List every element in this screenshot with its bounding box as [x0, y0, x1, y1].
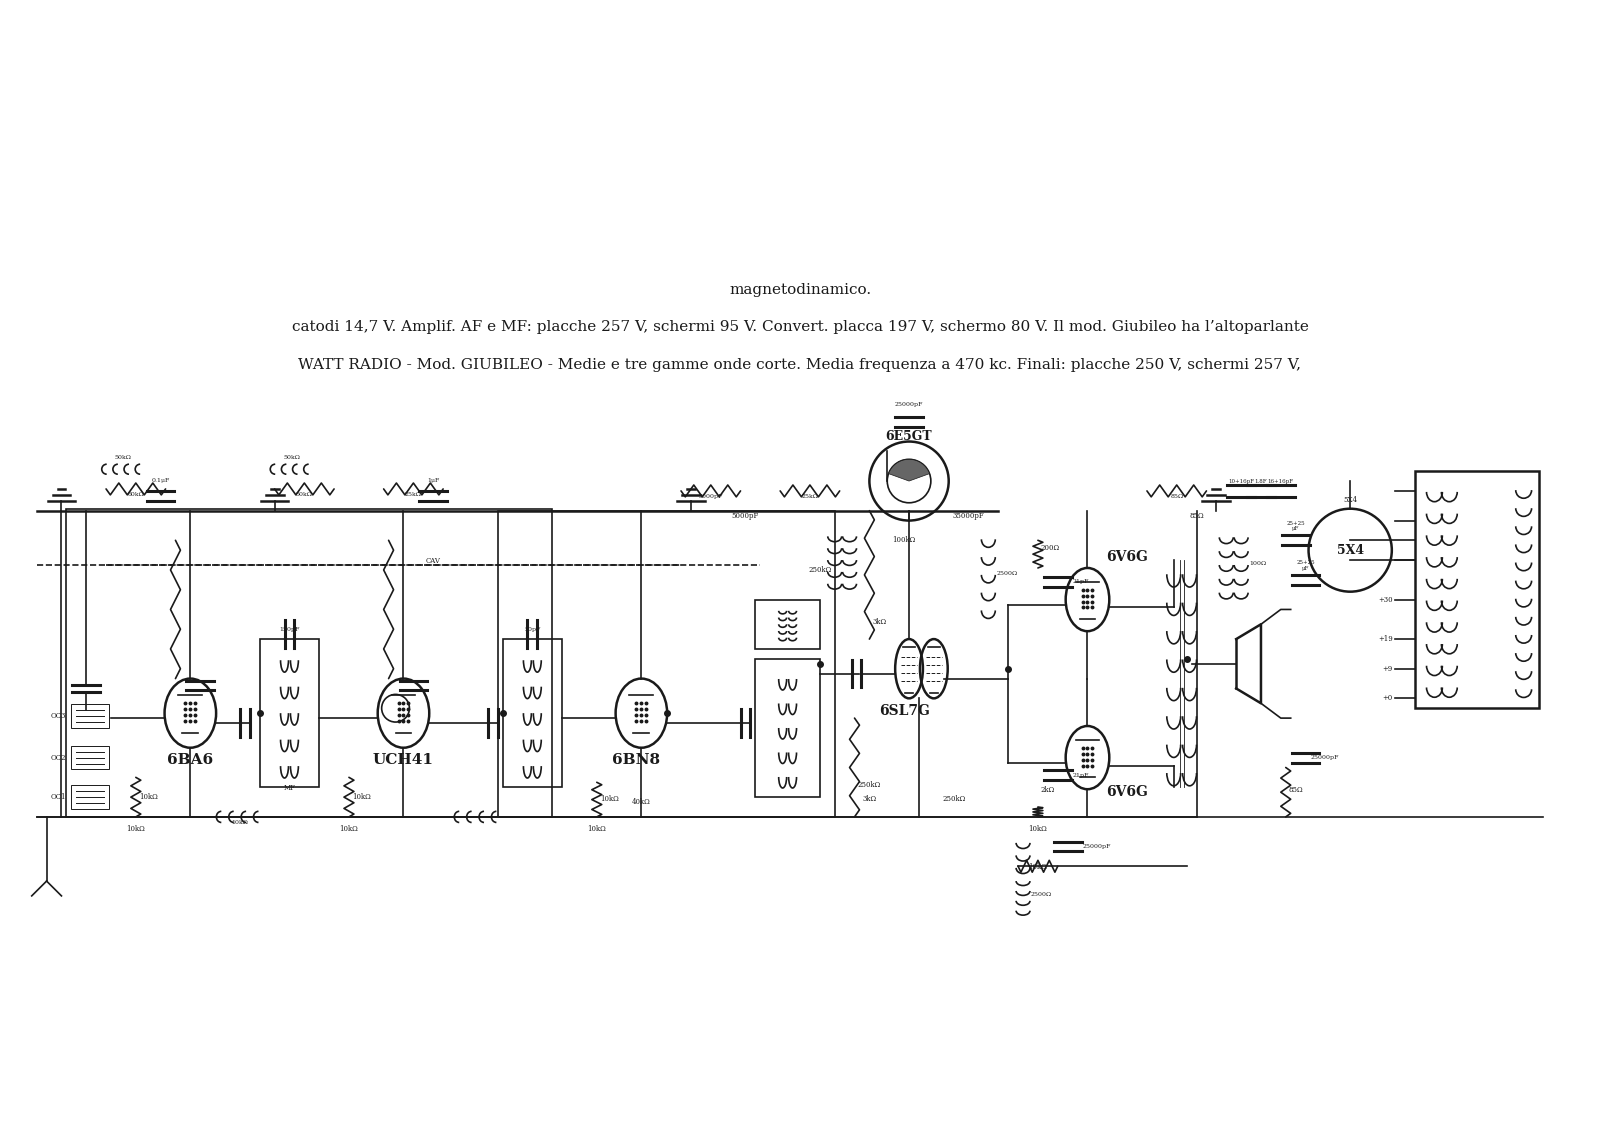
Text: 85Ω: 85Ω [1189, 511, 1203, 519]
Bar [259, 639, 320, 787]
Text: 85Ω: 85Ω [1170, 494, 1184, 499]
Text: +9: +9 [1382, 665, 1394, 673]
Text: 200Ω: 200Ω [1042, 544, 1061, 552]
Text: 10kΩ: 10kΩ [339, 824, 358, 832]
Text: MF: MF [283, 784, 296, 792]
Text: 50kΩ: 50kΩ [115, 456, 131, 460]
Text: 6SL7G: 6SL7G [878, 705, 930, 718]
Text: +19: +19 [1378, 636, 1394, 644]
Text: 21pF: 21pF [1072, 579, 1090, 585]
Text: 10kΩ: 10kΩ [1029, 824, 1048, 832]
Text: 25kΩ: 25kΩ [802, 494, 818, 499]
Bar [67, 509, 552, 817]
Text: 40kΩ: 40kΩ [632, 798, 651, 806]
Text: WATT RADIO - Mod. GIUBILEO - Medie e tre gamme onde corte. Media frequenza a 470: WATT RADIO - Mod. GIUBILEO - Medie e tre… [299, 357, 1301, 372]
Text: 150pF: 150pF [280, 628, 299, 632]
Text: 25+25
μF: 25+25 μF [1286, 520, 1306, 532]
Bar [72, 705, 109, 728]
Wedge shape [888, 459, 930, 481]
Text: 5X4: 5X4 [1336, 544, 1363, 556]
Text: 50kΩ: 50kΩ [296, 492, 312, 497]
Text: 3kΩ: 3kΩ [862, 795, 877, 803]
Text: 1.8F: 1.8F [1254, 480, 1267, 484]
Text: 2500Ω: 2500Ω [1030, 892, 1053, 897]
Text: 5X4: 5X4 [1342, 495, 1357, 504]
Text: 25000pF: 25000pF [894, 402, 923, 407]
Text: 10kΩ: 10kΩ [352, 793, 371, 801]
Text: 10kΩ: 10kΩ [587, 824, 606, 832]
Text: 10kΩ: 10kΩ [139, 793, 157, 801]
Text: 5000pF: 5000pF [731, 511, 758, 519]
Text: 0.1μF: 0.1μF [152, 478, 170, 483]
Bar [755, 659, 819, 797]
Text: 6BA6: 6BA6 [168, 753, 213, 768]
Text: 3kΩ: 3kΩ [872, 619, 886, 627]
Text: OC1: OC1 [51, 793, 67, 801]
Text: 2kΩ: 2kΩ [1042, 786, 1054, 794]
Text: 100Ω: 100Ω [1250, 561, 1266, 566]
Text: 85Ω: 85Ω [1288, 786, 1304, 794]
Text: 50pF: 50pF [525, 628, 541, 632]
Text: 25000pF: 25000pF [1083, 844, 1110, 849]
Text: catodi 14,7 V. Amplif. AF e MF: placche 257 V, schermi 95 V. Convert. placca 197: catodi 14,7 V. Amplif. AF e MF: placche … [291, 320, 1309, 334]
Text: 25kΩ: 25kΩ [405, 492, 422, 497]
Text: 6V6G: 6V6G [1106, 550, 1149, 564]
Text: OC3: OC3 [51, 713, 67, 720]
Text: 2500Ω: 2500Ω [997, 571, 1018, 576]
Bar [502, 639, 562, 787]
Text: 10+16pF: 10+16pF [1229, 480, 1254, 484]
Text: 50kΩ: 50kΩ [283, 456, 299, 460]
Text: 10kΩ: 10kΩ [232, 820, 248, 824]
Bar [498, 511, 835, 817]
Text: OC2: OC2 [51, 753, 67, 761]
Bar [72, 785, 109, 809]
Text: 1μF: 1μF [427, 478, 440, 483]
Text: 10kΩ: 10kΩ [1029, 863, 1048, 871]
Text: 25+25
μF: 25+25 μF [1296, 560, 1315, 571]
Text: 21pF: 21pF [1072, 772, 1090, 778]
Text: magnetodinamico.: magnetodinamico. [730, 283, 870, 296]
Text: 6BN8: 6BN8 [613, 753, 661, 768]
Text: 6E5GT: 6E5GT [886, 430, 933, 442]
Text: 35000pF: 35000pF [952, 511, 984, 519]
Text: 25000pF: 25000pF [1310, 756, 1339, 760]
Text: 5000pF: 5000pF [699, 494, 723, 499]
Bar [755, 599, 819, 649]
Text: CAV: CAV [426, 558, 440, 566]
Text: 250kΩ: 250kΩ [858, 782, 880, 789]
Text: 100kΩ: 100kΩ [893, 536, 915, 544]
Text: 6V6G: 6V6G [1106, 785, 1149, 800]
Text: 250kΩ: 250kΩ [808, 566, 832, 573]
Text: 250kΩ: 250kΩ [942, 795, 965, 803]
Text: 10kΩ: 10kΩ [600, 795, 619, 803]
Bar [1414, 472, 1539, 708]
Bar [72, 745, 109, 769]
Text: +0: +0 [1382, 694, 1394, 702]
Text: UCH41: UCH41 [373, 753, 434, 768]
Text: +30: +30 [1378, 596, 1394, 604]
Text: 10kΩ: 10kΩ [126, 824, 146, 832]
Text: 60kΩ: 60kΩ [128, 492, 144, 497]
Text: 16+16pF: 16+16pF [1267, 480, 1294, 484]
